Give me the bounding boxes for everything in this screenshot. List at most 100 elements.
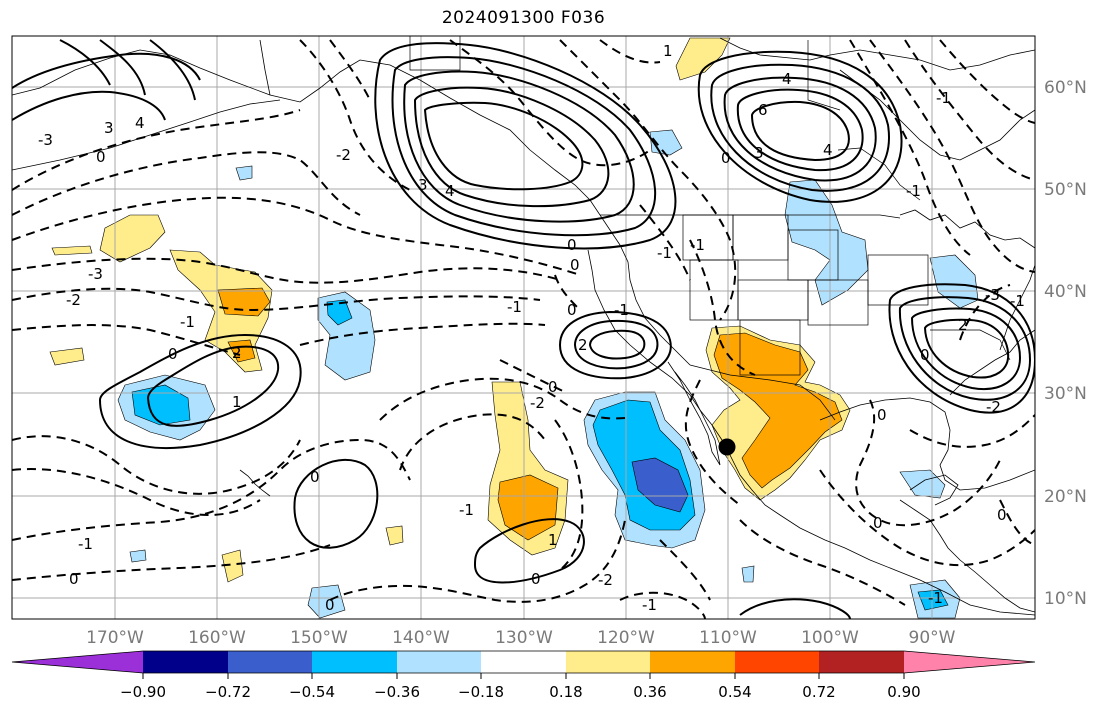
contour-pacific-3 bbox=[293, 458, 379, 549]
dash-13 bbox=[399, 413, 546, 471]
longitude-label: 140°W bbox=[392, 628, 450, 648]
dash-30 bbox=[959, 284, 1011, 341]
contour-label: 0 bbox=[168, 345, 178, 363]
contour-label: -1 bbox=[78, 535, 93, 553]
dash-9 bbox=[12, 468, 261, 516]
dash-11 bbox=[12, 544, 331, 581]
state-box-7 bbox=[867, 254, 929, 306]
negative-anomaly-equator-2-core bbox=[917, 589, 949, 611]
contour-label: -2 bbox=[66, 291, 81, 309]
contour-label: -2 bbox=[986, 398, 1001, 416]
contour-label: 3 bbox=[418, 176, 428, 194]
dash-1 bbox=[12, 109, 301, 191]
contour-hudson-low-5 bbox=[750, 100, 850, 162]
contour-label: 6 bbox=[758, 101, 768, 119]
positive-anomaly-pacific-2 bbox=[51, 245, 93, 256]
colorbar-segment bbox=[819, 651, 904, 673]
contour-label: -1 bbox=[690, 236, 705, 254]
colorbar-tick-label: −0.36 bbox=[374, 683, 420, 701]
alaska-interior-west bbox=[259, 39, 271, 96]
dash-10 bbox=[12, 438, 411, 541]
contour-east-low-3 bbox=[910, 307, 1022, 391]
dash-24 bbox=[849, 39, 971, 256]
contour-northwest-1 bbox=[149, 39, 196, 101]
contour-pacific-2 bbox=[146, 345, 280, 427]
dash-27 bbox=[855, 399, 1001, 527]
negative-anomaly-plains bbox=[784, 179, 869, 306]
dash-18 bbox=[329, 39, 371, 101]
negative-anomaly-pacific-west-core bbox=[131, 384, 191, 426]
contour-hudson-low-1 bbox=[697, 50, 903, 203]
dash-25 bbox=[904, 39, 1035, 181]
great-lakes bbox=[899, 209, 1035, 249]
canada-coast bbox=[599, 214, 691, 366]
central-america bbox=[899, 499, 1035, 613]
colorbar-segment bbox=[566, 651, 650, 673]
graticule bbox=[12, 36, 1035, 619]
latitude-label: 30°N bbox=[1044, 384, 1087, 404]
negative-anomaly-baja-south-core bbox=[631, 457, 689, 513]
dash-26 bbox=[939, 39, 1035, 124]
contour-equator bbox=[739, 598, 851, 619]
dash-17 bbox=[299, 39, 411, 191]
state-line-4 bbox=[930, 329, 1011, 361]
alaska-coast bbox=[12, 49, 601, 216]
dash-22 bbox=[639, 204, 691, 281]
contour-label: 0 bbox=[570, 256, 580, 274]
dash-35 bbox=[659, 539, 711, 601]
colorbar-extend-high bbox=[904, 651, 1035, 673]
contour-label: -1 bbox=[906, 182, 921, 200]
us-mexico-border bbox=[689, 364, 836, 421]
contour-pacific-1 bbox=[98, 333, 302, 449]
colorbar-tick-label: −0.54 bbox=[289, 683, 335, 701]
negative-anomaly-pacific-2-core bbox=[326, 299, 353, 326]
colorbar-segment bbox=[397, 651, 481, 673]
contour-label: 2 bbox=[578, 336, 588, 354]
dash-21 bbox=[689, 239, 756, 376]
dash-36 bbox=[554, 419, 584, 571]
contour-label: 1 bbox=[663, 42, 673, 60]
dash-6 bbox=[12, 324, 241, 356]
positive-anomaly-pacific-7 bbox=[221, 549, 244, 583]
contour-east-low-2 bbox=[898, 296, 1032, 401]
colorbar-tick-label: 0.72 bbox=[802, 683, 835, 701]
map-title: 2024091300 F036 bbox=[441, 8, 606, 28]
contour-hudson-low-4 bbox=[736, 88, 864, 172]
dash-29 bbox=[909, 414, 1035, 448]
location-marker bbox=[718, 438, 736, 456]
contour-label: 0 bbox=[997, 506, 1007, 524]
contour-label: -1 bbox=[459, 501, 474, 519]
colorbar-ticks: −0.90 −0.72 −0.54 −0.36 −0.18 0.18 0.36 … bbox=[120, 673, 921, 701]
contour-california-low-2 bbox=[573, 319, 659, 370]
east-coast bbox=[999, 264, 1035, 351]
aleutians bbox=[12, 99, 281, 171]
us-canada-border bbox=[600, 214, 901, 219]
contour-label: -3 bbox=[985, 286, 1000, 304]
canada-north bbox=[719, 37, 1035, 71]
contour-alaska-low-3 bbox=[403, 70, 635, 223]
contour-label: 0 bbox=[873, 514, 883, 532]
longitude-label: 170°W bbox=[86, 628, 144, 648]
dash-34 bbox=[739, 519, 906, 606]
dash-20 bbox=[599, 39, 661, 64]
contour-label: -2 bbox=[336, 146, 351, 164]
latitude-label: 50°N bbox=[1044, 180, 1087, 200]
contour-label: -1 bbox=[657, 244, 672, 262]
contour-label: 0 bbox=[567, 236, 577, 254]
contour-label: 1 bbox=[548, 531, 558, 549]
contour-label: -1 bbox=[936, 89, 951, 107]
hudson-region bbox=[839, 69, 1035, 161]
dash-16 bbox=[449, 39, 651, 167]
contour-alaska-low-5 bbox=[423, 101, 584, 191]
colorbar-segment bbox=[143, 651, 228, 673]
positive-anomaly-subtropical-core bbox=[497, 474, 559, 541]
dash-33 bbox=[684, 379, 741, 506]
contour-alaska-low-1 bbox=[374, 42, 677, 250]
colorbar-segment bbox=[228, 651, 312, 673]
contour-label: 0 bbox=[721, 149, 731, 167]
contour-label: -1 bbox=[928, 589, 943, 607]
colorbar-segment bbox=[735, 651, 819, 673]
negative-anomaly-small-1 bbox=[235, 165, 253, 181]
contour-pacific-4 bbox=[473, 518, 585, 584]
